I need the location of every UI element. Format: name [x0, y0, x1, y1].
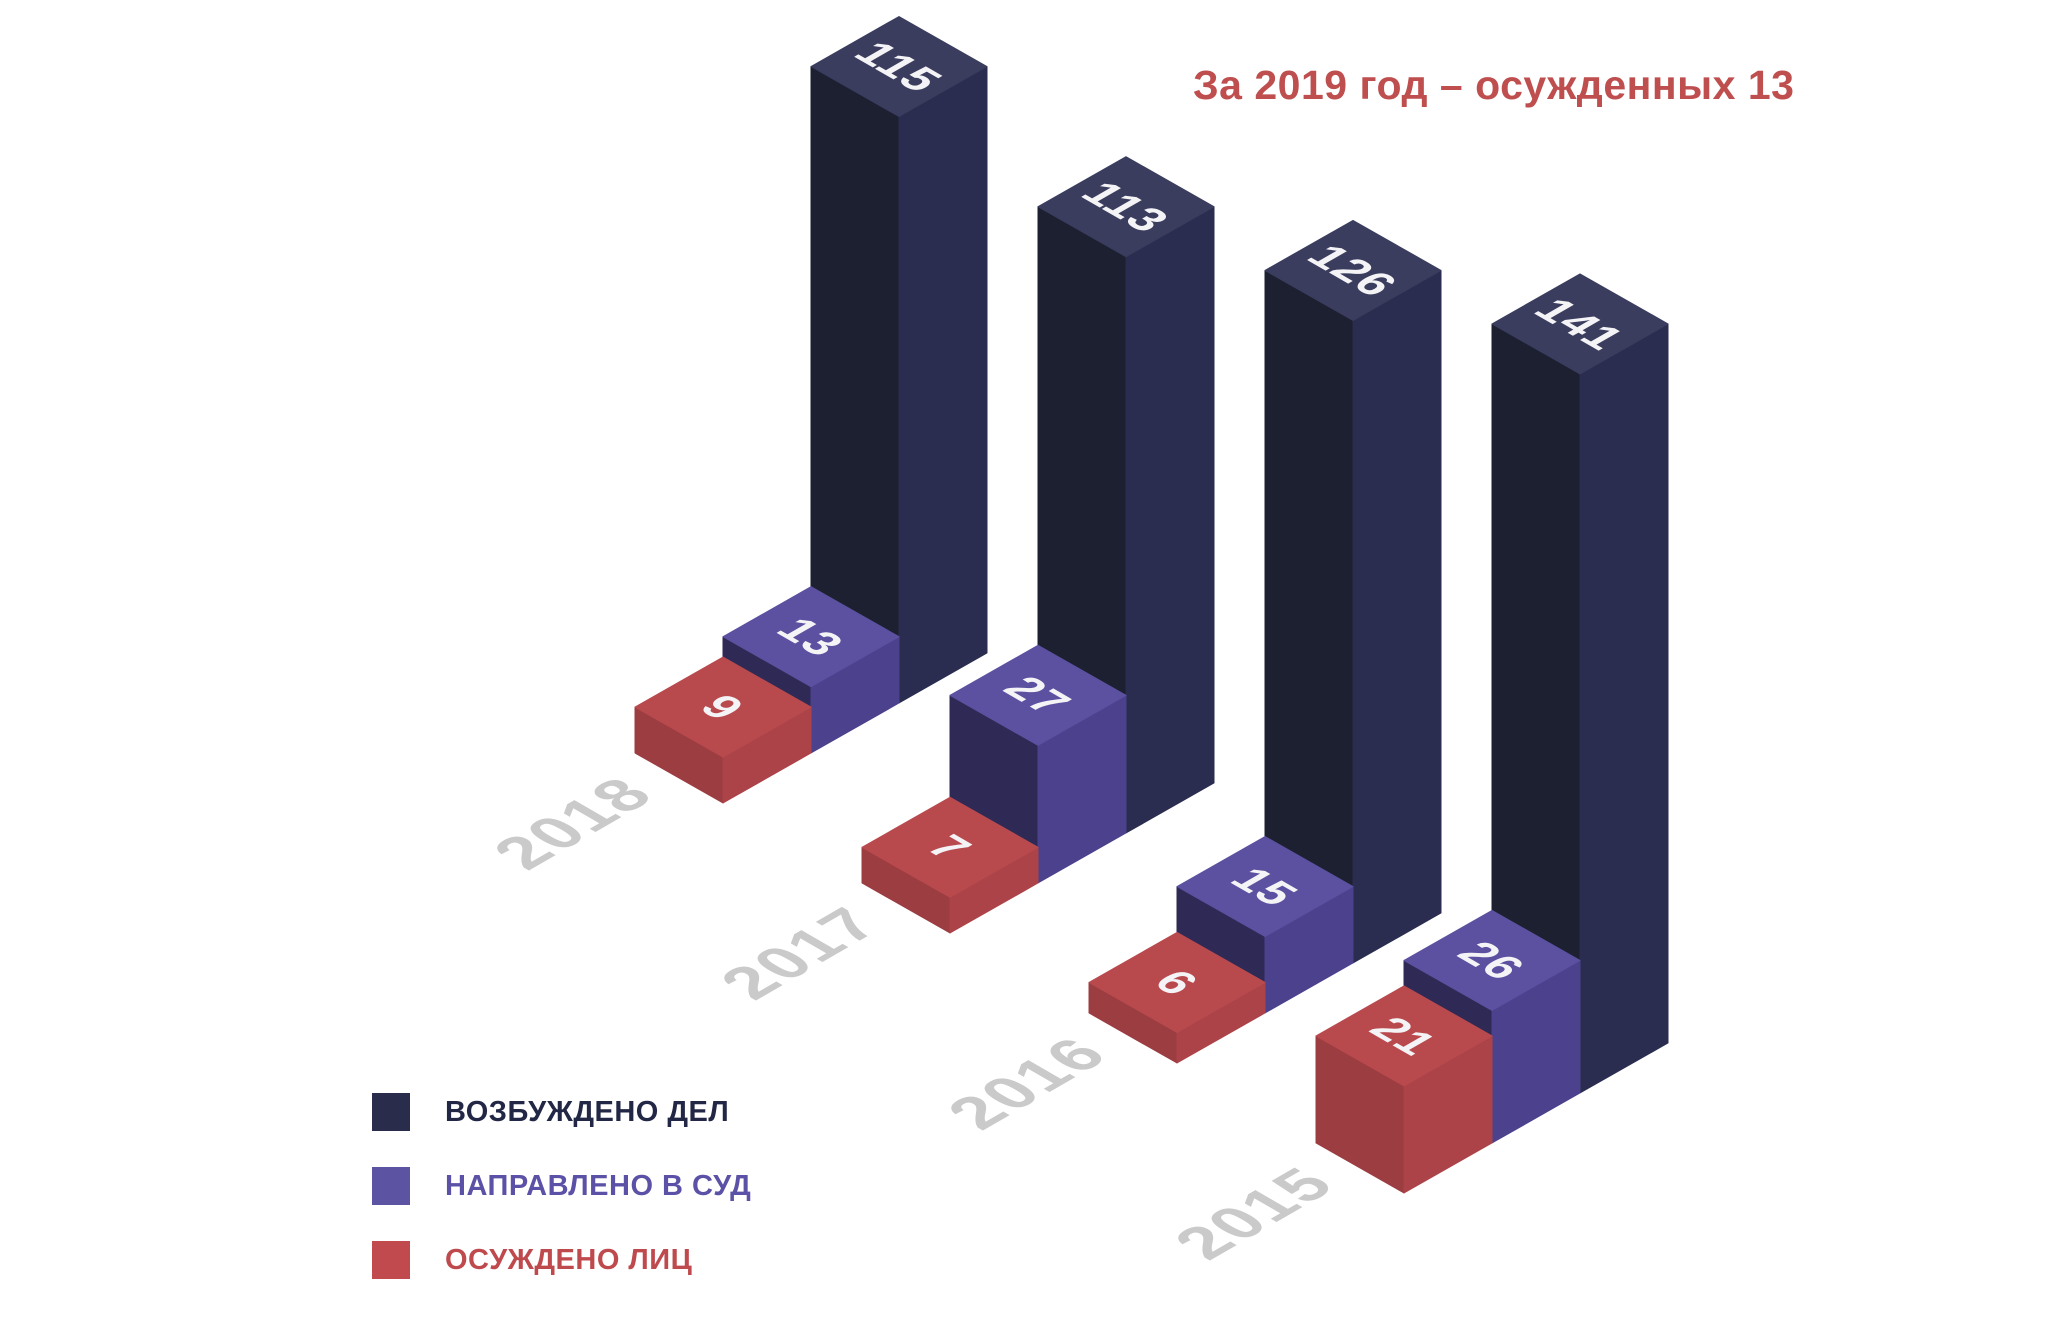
bar-sent-to-court-2016: 15 — [1176, 836, 1354, 1014]
category-label-2017: 2017 — [704, 897, 897, 1008]
bar-face-top — [1037, 156, 1215, 258]
legend-item-opened-cases: ВОЗБУЖДЕНО ДЕЛ — [372, 1093, 751, 1131]
bar-face-top — [1264, 219, 1442, 321]
bar-face-top — [810, 16, 988, 117]
category-label-2018: 2018 — [477, 767, 670, 878]
bar-face-right — [1125, 206, 1215, 834]
legend-item-sent-to-court: НАПРАВЛЕНО В СУД — [372, 1167, 751, 1205]
bar-face-right — [1352, 269, 1442, 964]
legend-label-opened-cases: ВОЗБУЖДЕНО ДЕЛ — [445, 1095, 730, 1128]
annotation-title: За 2019 год – осужденных 13 — [1193, 62, 1795, 108]
legend-item-convicted-persons: ОСУЖДЕНО ЛИЦ — [372, 1241, 751, 1279]
legend-swatch-convicted-persons — [372, 1241, 410, 1279]
bar-sent-to-court-2017: 27 — [949, 644, 1127, 884]
bar-convicted-persons-2016: 6 — [1088, 931, 1266, 1064]
bar-face-top — [1176, 836, 1354, 937]
bar-face-top — [1491, 273, 1669, 375]
bar-face-right — [898, 66, 988, 704]
bar-face-top — [722, 586, 900, 688]
bar-face-right — [1579, 323, 1669, 1094]
bar-face-top — [949, 644, 1127, 746]
legend-label-sent-to-court: НАПРАВЛЕНО В СУД — [445, 1169, 752, 1202]
bar-opened-cases-2016: 126 — [1264, 219, 1442, 964]
legend: ВОЗБУЖДЕНО ДЕЛ НАПРАВЛЕНО В СУД ОСУЖДЕНО Л… — [372, 1093, 751, 1315]
bar-face-top — [1088, 931, 1266, 1033]
bar-face-top — [634, 656, 812, 758]
category-label-2016: 2016 — [931, 1027, 1124, 1138]
bar-opened-cases-2017: 113 — [1037, 156, 1215, 834]
bar-face-top — [1315, 985, 1493, 1087]
legend-swatch-opened-cases — [372, 1093, 410, 1131]
bar-convicted-persons-2015: 21 — [1315, 985, 1493, 1194]
bar-convicted-persons-2018: 9 — [634, 656, 812, 804]
bar-face-top — [1403, 909, 1581, 1011]
bar-opened-cases-2015: 141 — [1491, 273, 1669, 1094]
legend-swatch-sent-to-court — [372, 1167, 410, 1205]
bar-face-top — [861, 796, 1039, 898]
bar-convicted-persons-2017: 7 — [861, 796, 1039, 934]
category-label-2015: 2015 — [1158, 1157, 1351, 1268]
bar-opened-cases-2018: 115 — [810, 16, 988, 704]
legend-label-convicted-persons: ОСУЖДЕНО ЛИЦ — [445, 1243, 693, 1276]
